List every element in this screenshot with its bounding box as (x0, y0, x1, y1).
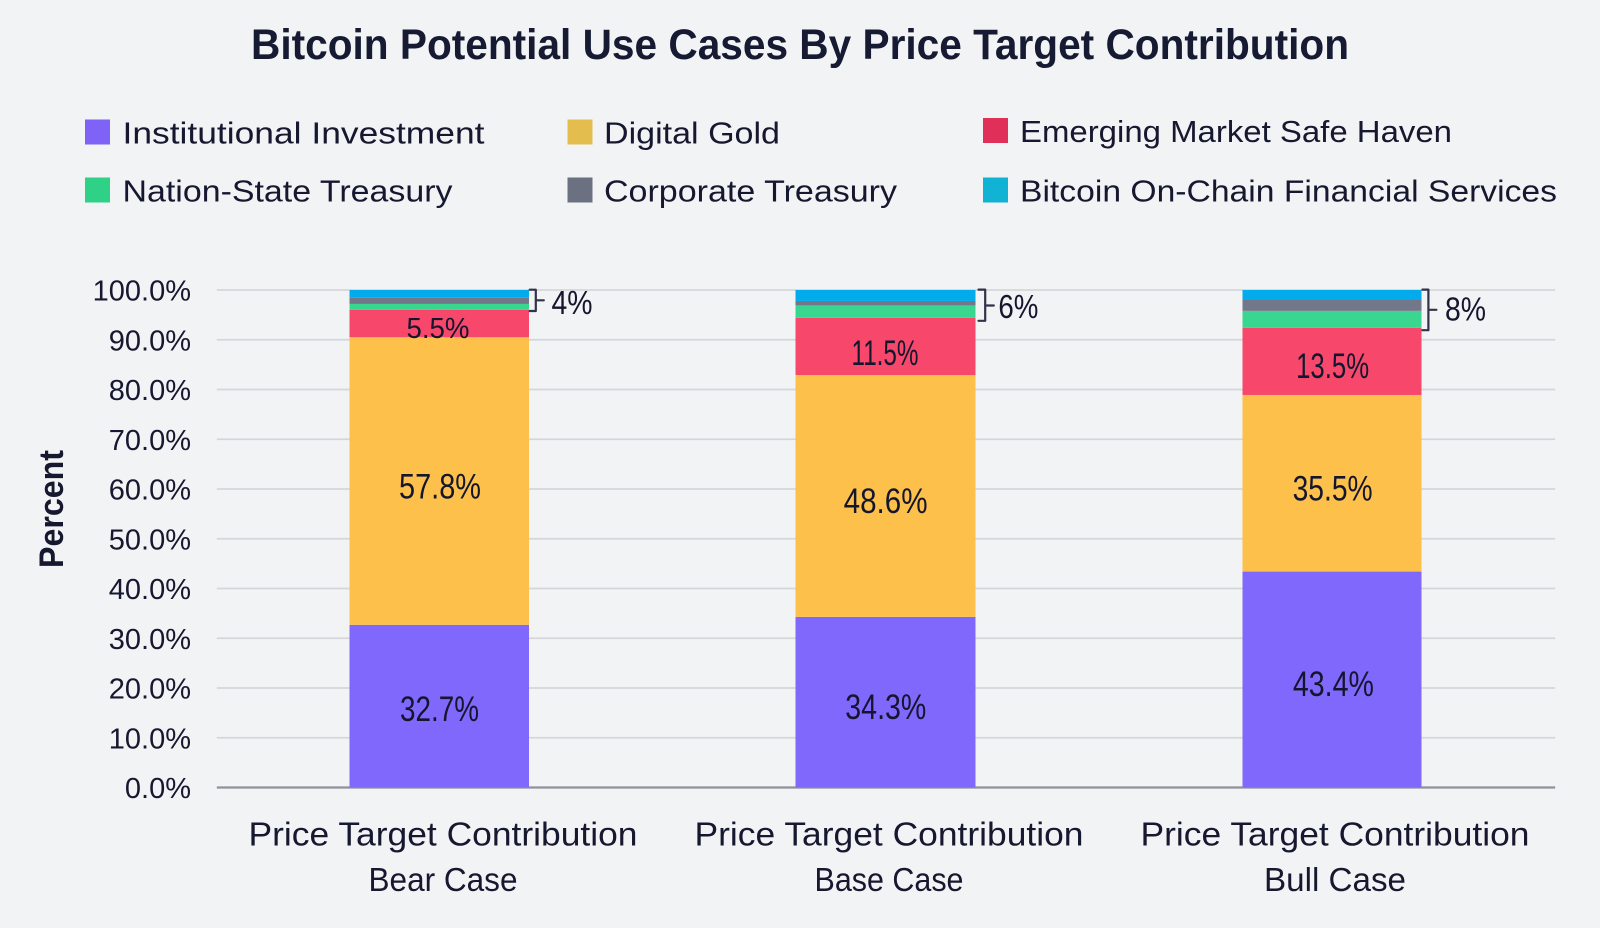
svg-text:Digital Gold: Digital Gold (604, 116, 780, 151)
svg-text:Bull Case: Bull Case (1264, 861, 1406, 898)
svg-text:0.0%: 0.0% (125, 773, 191, 805)
svg-text:20.0%: 20.0% (109, 674, 191, 706)
svg-text:13.5%: 13.5% (1296, 347, 1369, 386)
svg-text:35.5%: 35.5% (1293, 470, 1373, 509)
svg-text:100.0%: 100.0% (93, 276, 191, 308)
svg-text:40.0%: 40.0% (109, 574, 191, 606)
svg-text:57.8%: 57.8% (399, 467, 481, 506)
svg-text:90.0%: 90.0% (109, 325, 191, 357)
svg-text:Base Case: Base Case (815, 861, 964, 898)
svg-text:Emerging Market Safe Haven: Emerging Market Safe Haven (1020, 114, 1452, 149)
svg-text:Bitcoin Potential Use Cases By: Bitcoin Potential Use Cases By Price Tar… (251, 21, 1349, 69)
svg-text:Corporate Treasury: Corporate Treasury (604, 174, 898, 209)
svg-text:48.6%: 48.6% (844, 482, 928, 521)
svg-text:34.3%: 34.3% (845, 688, 926, 727)
svg-text:4%: 4% (552, 284, 593, 321)
svg-text:43.4%: 43.4% (1293, 665, 1374, 704)
svg-text:50.0%: 50.0% (109, 524, 191, 556)
svg-text:Bear Case: Bear Case (369, 861, 518, 898)
svg-text:60.0%: 60.0% (109, 475, 191, 507)
svg-text:30.0%: 30.0% (109, 624, 191, 656)
svg-text:Price Target Contribution: Price Target Contribution (695, 816, 1084, 853)
svg-text:Institutional Investment: Institutional Investment (123, 116, 485, 151)
svg-text:80.0%: 80.0% (109, 375, 191, 407)
svg-text:5.5%: 5.5% (407, 313, 470, 345)
svg-text:Price Target Contribution: Price Target Contribution (1141, 816, 1530, 853)
svg-text:8%: 8% (1445, 291, 1486, 328)
svg-text:Nation-State Treasury: Nation-State Treasury (123, 174, 454, 209)
svg-text:11.5%: 11.5% (852, 334, 919, 373)
svg-text:Percent: Percent (33, 450, 71, 568)
svg-text:6%: 6% (998, 288, 1038, 325)
svg-text:Bitcoin On-Chain Financial Ser: Bitcoin On-Chain Financial Services (1020, 174, 1557, 209)
svg-text:10.0%: 10.0% (109, 723, 191, 755)
svg-text:Price Target Contribution: Price Target Contribution (249, 816, 638, 853)
svg-text:70.0%: 70.0% (109, 425, 191, 457)
svg-text:32.7%: 32.7% (400, 690, 479, 729)
